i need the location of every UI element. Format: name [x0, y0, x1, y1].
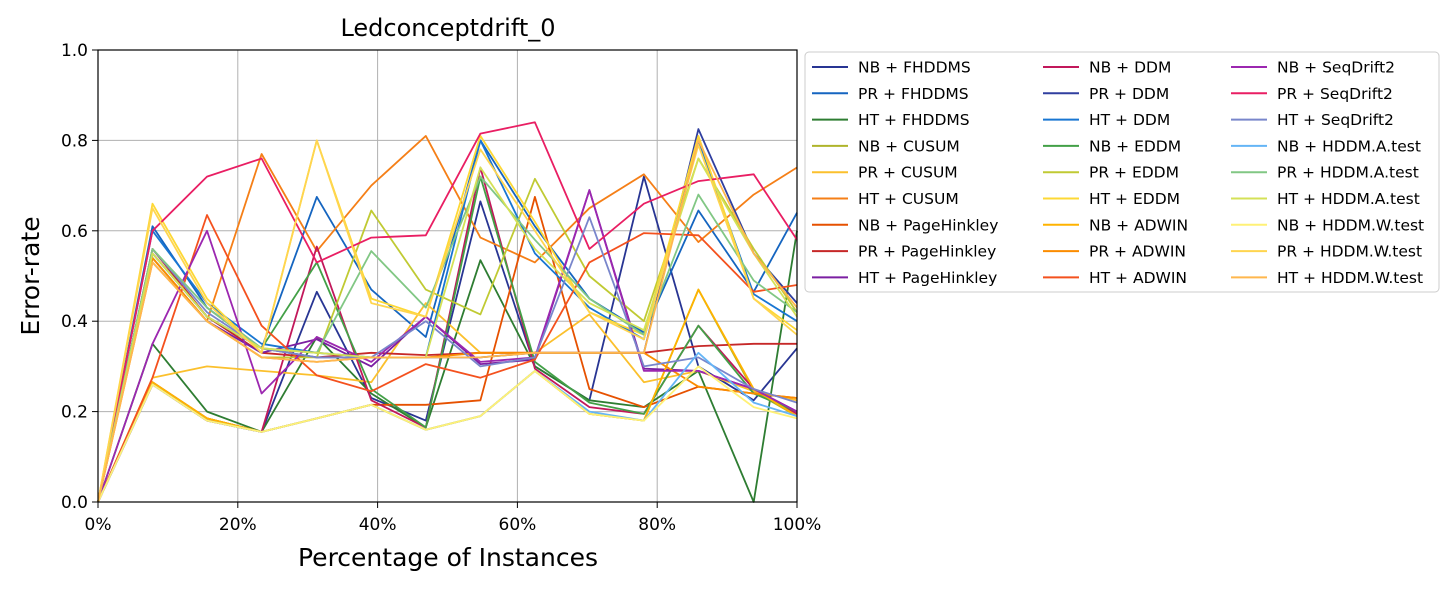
legend-label: PR + HDDM.A.test — [1277, 164, 1419, 182]
legend-item: NB + SeqDrift2 — [1231, 59, 1395, 77]
legend-label: NB + PageHinkley — [858, 216, 998, 234]
legend-label: HT + HDDM.W.test — [1277, 269, 1423, 287]
legend-label: HT + CUSUM — [858, 190, 959, 208]
legend-item: HT + DDM — [1043, 111, 1170, 129]
legend-item: PR + ADWIN — [1043, 243, 1186, 261]
legend-label: NB + HDDM.A.test — [1277, 137, 1421, 155]
axis-ticks: 0% 20% 40% 60% 80% 100% 0.0 0.2 0.4 0.6 0.8 1.0 — [61, 41, 821, 535]
legend-label: NB + SeqDrift2 — [1277, 59, 1395, 77]
y-tick-label: 0.2 — [61, 403, 88, 423]
plot-frame — [97, 49, 798, 503]
series-line — [97, 134, 798, 503]
legend-label: NB + FHDDMS — [858, 59, 971, 77]
y-axis-label: Error-rate — [16, 216, 45, 335]
y-tick-label: 0.8 — [61, 131, 88, 151]
legend-label: HT + DDM — [1089, 111, 1170, 129]
legend-item: NB + EDDM — [1043, 137, 1181, 155]
legend-item: PR + PageHinkley — [812, 243, 996, 261]
legend-label: PR + CUSUM — [858, 164, 958, 182]
legend-item: PR + FHDDMS — [812, 85, 969, 103]
legend-item: PR + HDDM.W.test — [1231, 243, 1422, 261]
x-tick-label: 100% — [773, 515, 822, 535]
legend-label: HT + ADWIN — [1089, 269, 1187, 287]
legend-item: HT + CUSUM — [812, 190, 959, 208]
series-line — [97, 134, 798, 503]
x-tick-label: 80% — [638, 515, 676, 535]
x-tick-label: 40% — [359, 515, 397, 535]
x-tick-label: 60% — [499, 515, 537, 535]
y-tick-label: 1.0 — [61, 41, 88, 61]
legend-item: HT + FHDDMS — [812, 111, 970, 129]
legend-item: PR + HDDM.A.test — [1231, 164, 1419, 182]
legend-label: HT + EDDM — [1089, 190, 1180, 208]
legend-item: HT + ADWIN — [1043, 269, 1187, 287]
legend-item: PR + EDDM — [1043, 164, 1179, 182]
legend-item: PR + DDM — [1043, 85, 1169, 103]
series-line — [97, 157, 798, 503]
legend-label: NB + HDDM.W.test — [1277, 216, 1424, 234]
series-lines — [97, 121, 798, 503]
legend-item: HT + PageHinkley — [812, 269, 997, 287]
legend-label: HT + HDDM.A.test — [1277, 190, 1420, 208]
legend-item: HT + SeqDrift2 — [1231, 111, 1394, 129]
series-line — [97, 139, 798, 503]
legend-item: NB + HDDM.A.test — [1231, 137, 1421, 155]
legend-label: PR + PageHinkley — [858, 243, 996, 261]
legend: NB + FHDDMS PR + FHDDMS HT + FHDDMS NB + CU… — [804, 51, 1440, 293]
legend-label: PR + FHDDMS — [858, 85, 969, 103]
series-line — [97, 216, 798, 503]
legend-label: NB + ADWIN — [1089, 216, 1188, 234]
legend-item: NB + PageHinkley — [812, 216, 998, 234]
chart-title: Ledconceptdrift_0 — [340, 14, 555, 42]
legend-label: PR + HDDM.W.test — [1277, 243, 1422, 261]
series-line — [97, 175, 798, 503]
y-tick-label: 0.0 — [61, 493, 88, 513]
legend-label: NB + CUSUM — [858, 137, 960, 155]
series-line — [97, 189, 798, 503]
legend-label: NB + DDM — [1089, 59, 1171, 77]
legend-item: NB + CUSUM — [812, 137, 960, 155]
series-line — [97, 302, 798, 503]
legend-label: PR + DDM — [1089, 85, 1169, 103]
x-axis-label: Percentage of Instances — [298, 543, 598, 572]
series-line — [97, 365, 798, 503]
legend-item: HT + EDDM — [1043, 190, 1180, 208]
legend-item: NB + FHDDMS — [812, 59, 971, 77]
y-tick-label: 0.6 — [61, 222, 88, 242]
legend-item: HT + HDDM.W.test — [1231, 269, 1423, 287]
y-tick-label: 0.4 — [61, 312, 88, 332]
legend-item: NB + DDM — [1043, 59, 1171, 77]
legend-label: PR + SeqDrift2 — [1277, 85, 1393, 103]
legend-label: HT + PageHinkley — [858, 269, 997, 287]
legend-label: NB + EDDM — [1089, 137, 1181, 155]
legend-item: NB + HDDM.W.test — [1231, 216, 1424, 234]
legend-frame — [804, 51, 1440, 293]
x-tick-label: 0% — [85, 515, 112, 535]
legend-label: HT + FHDDMS — [858, 111, 970, 129]
grid-lines — [97, 49, 798, 503]
legend-label: HT + SeqDrift2 — [1277, 111, 1394, 129]
legend-label: PR + EDDM — [1089, 164, 1179, 182]
legend-item: NB + ADWIN — [1043, 216, 1188, 234]
legend-item: PR + SeqDrift2 — [1231, 85, 1393, 103]
x-tick-label: 20% — [219, 515, 257, 535]
legend-label: PR + ADWIN — [1089, 243, 1186, 261]
legend-item: PR + CUSUM — [812, 164, 958, 182]
legend-item: HT + HDDM.A.test — [1231, 190, 1420, 208]
series-line — [97, 214, 798, 503]
